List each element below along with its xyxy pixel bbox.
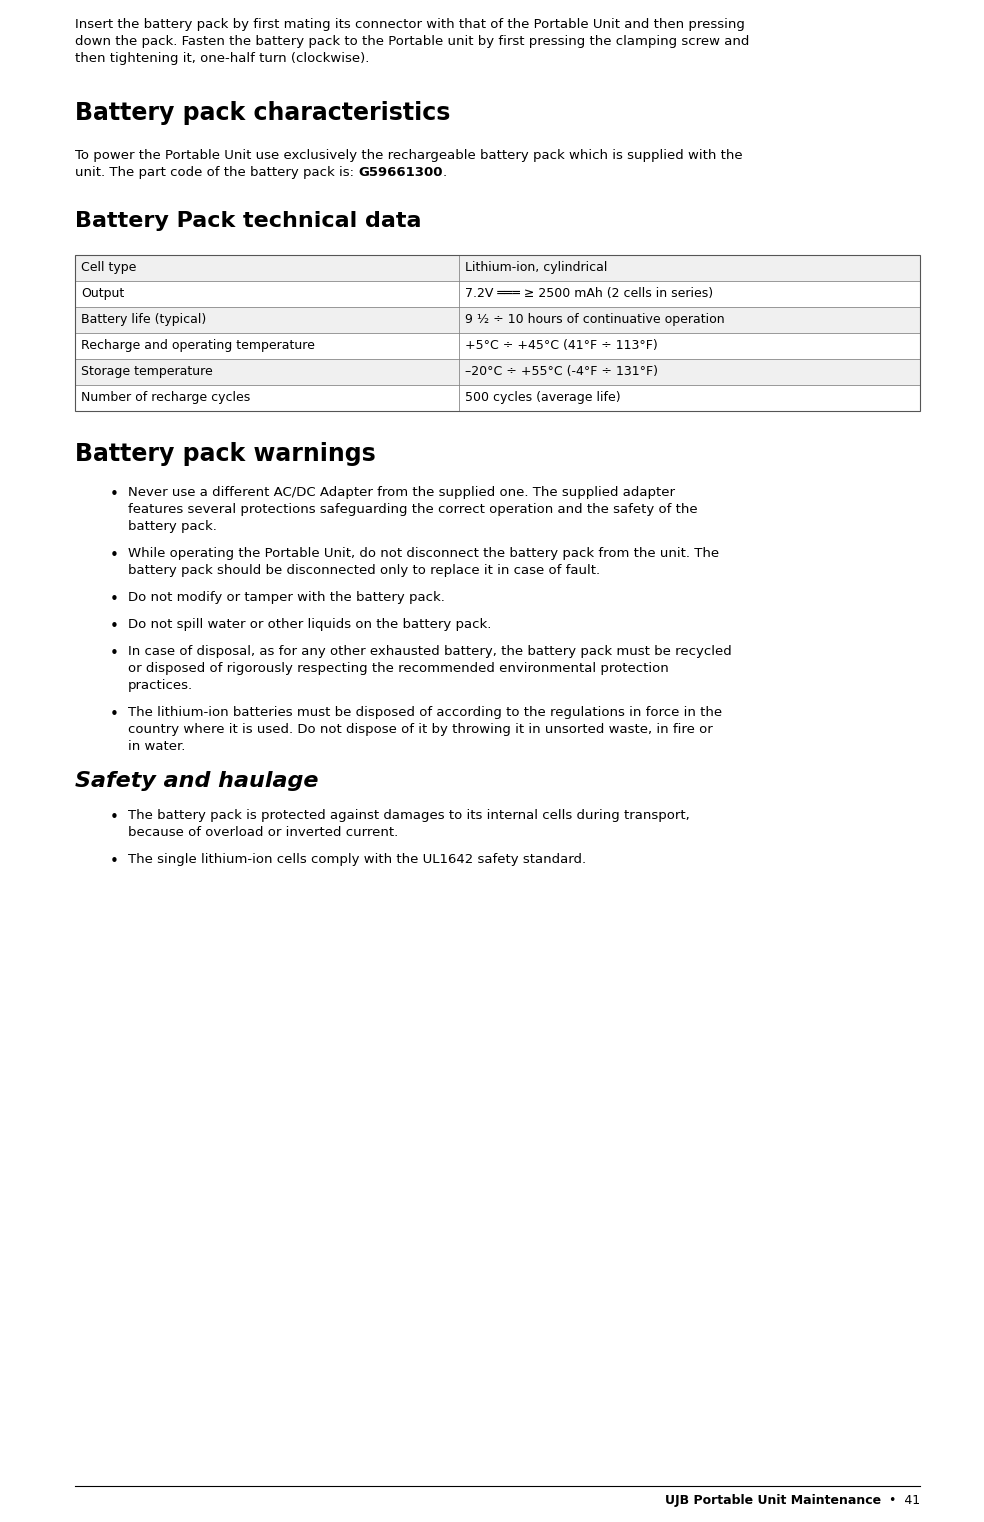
Text: Do not modify or tamper with the battery pack.: Do not modify or tamper with the battery…	[128, 591, 445, 604]
Text: Storage temperature: Storage temperature	[81, 365, 213, 379]
Text: •: •	[110, 487, 119, 502]
Text: Lithium-ion, cylindrical: Lithium-ion, cylindrical	[465, 262, 608, 274]
Text: •: •	[110, 592, 119, 607]
Bar	[75, 359, 920, 385]
Text: •: •	[110, 548, 119, 563]
Text: or disposed of rigorously respecting the recommended environmental protection: or disposed of rigorously respecting the…	[128, 662, 669, 674]
Text: In case of disposal, as for any other exhausted battery, the battery pack must b: In case of disposal, as for any other ex…	[128, 645, 732, 658]
Text: Cell type: Cell type	[81, 262, 137, 274]
Text: unit. The part code of the battery pack is:: unit. The part code of the battery pack …	[75, 166, 358, 180]
Text: Never use a different AC/DC Adapter from the supplied one. The supplied adapter: Never use a different AC/DC Adapter from…	[128, 486, 675, 499]
Text: •: •	[110, 619, 119, 635]
Text: –20°C ÷ +55°C (-4°F ÷ 131°F): –20°C ÷ +55°C (-4°F ÷ 131°F)	[465, 365, 658, 379]
Text: Output: Output	[81, 288, 124, 300]
Text: Insert the battery pack by first mating its connector with that of the Portable : Insert the battery pack by first mating …	[75, 18, 745, 30]
Text: Recharge and operating temperature: Recharge and operating temperature	[81, 339, 315, 353]
Bar	[75, 256, 920, 411]
Text: in water.: in water.	[128, 740, 185, 753]
Bar	[75, 256, 920, 282]
Text: •: •	[110, 645, 119, 661]
Text: 9 ½ ÷ 10 hours of continuative operation: 9 ½ ÷ 10 hours of continuative operation	[465, 314, 725, 327]
Text: Battery Pack technical data: Battery Pack technical data	[75, 212, 421, 231]
Bar	[75, 385, 920, 411]
Text: G59661300: G59661300	[358, 166, 443, 180]
Text: Battery pack warnings: Battery pack warnings	[75, 441, 376, 466]
Text: •: •	[110, 854, 119, 869]
Text: •: •	[110, 708, 119, 721]
Text: because of overload or inverted current.: because of overload or inverted current.	[128, 826, 399, 839]
Bar	[75, 333, 920, 359]
Text: Battery life (typical): Battery life (typical)	[81, 314, 207, 327]
Text: Safety and haulage: Safety and haulage	[75, 772, 319, 791]
Text: Do not spill water or other liquids on the battery pack.: Do not spill water or other liquids on t…	[128, 618, 491, 632]
Text: Battery pack characteristics: Battery pack characteristics	[75, 100, 451, 125]
Text: .: .	[443, 166, 447, 180]
Text: Number of recharge cycles: Number of recharge cycles	[81, 391, 250, 405]
Text: 7.2V ═══ ≥ 2500 mAh (2 cells in series): 7.2V ═══ ≥ 2500 mAh (2 cells in series)	[465, 288, 713, 300]
Text: To power the Portable Unit use exclusively the rechargeable battery pack which i: To power the Portable Unit use exclusive…	[75, 149, 743, 161]
Text: down the pack. Fasten the battery pack to the Portable unit by first pressing th: down the pack. Fasten the battery pack t…	[75, 35, 750, 49]
Text: •  41: • 41	[881, 1495, 920, 1507]
Bar	[75, 307, 920, 333]
Text: The lithium-ion batteries must be disposed of according to the regulations in fo: The lithium-ion batteries must be dispos…	[128, 706, 722, 718]
Bar	[75, 282, 920, 307]
Text: While operating the Portable Unit, do not disconnect the battery pack from the u: While operating the Portable Unit, do no…	[128, 546, 719, 560]
Text: battery pack.: battery pack.	[128, 521, 216, 533]
Text: practices.: practices.	[128, 679, 193, 693]
Text: features several protections safeguarding the correct operation and the safety o: features several protections safeguardin…	[128, 502, 698, 516]
Text: UJB Portable Unit Maintenance: UJB Portable Unit Maintenance	[665, 1495, 881, 1507]
Text: The battery pack is protected against damages to its internal cells during trans: The battery pack is protected against da…	[128, 810, 690, 822]
Text: +5°C ÷ +45°C (41°F ÷ 113°F): +5°C ÷ +45°C (41°F ÷ 113°F)	[465, 339, 658, 353]
Text: battery pack should be disconnected only to replace it in case of fault.: battery pack should be disconnected only…	[128, 565, 600, 577]
Text: country where it is used. Do not dispose of it by throwing it in unsorted waste,: country where it is used. Do not dispose…	[128, 723, 712, 737]
Text: The single lithium-ion cells comply with the UL1642 safety standard.: The single lithium-ion cells comply with…	[128, 852, 586, 866]
Text: 500 cycles (average life): 500 cycles (average life)	[465, 391, 621, 405]
Text: •: •	[110, 810, 119, 825]
Text: then tightening it, one-half turn (clockwise).: then tightening it, one-half turn (clock…	[75, 52, 369, 65]
